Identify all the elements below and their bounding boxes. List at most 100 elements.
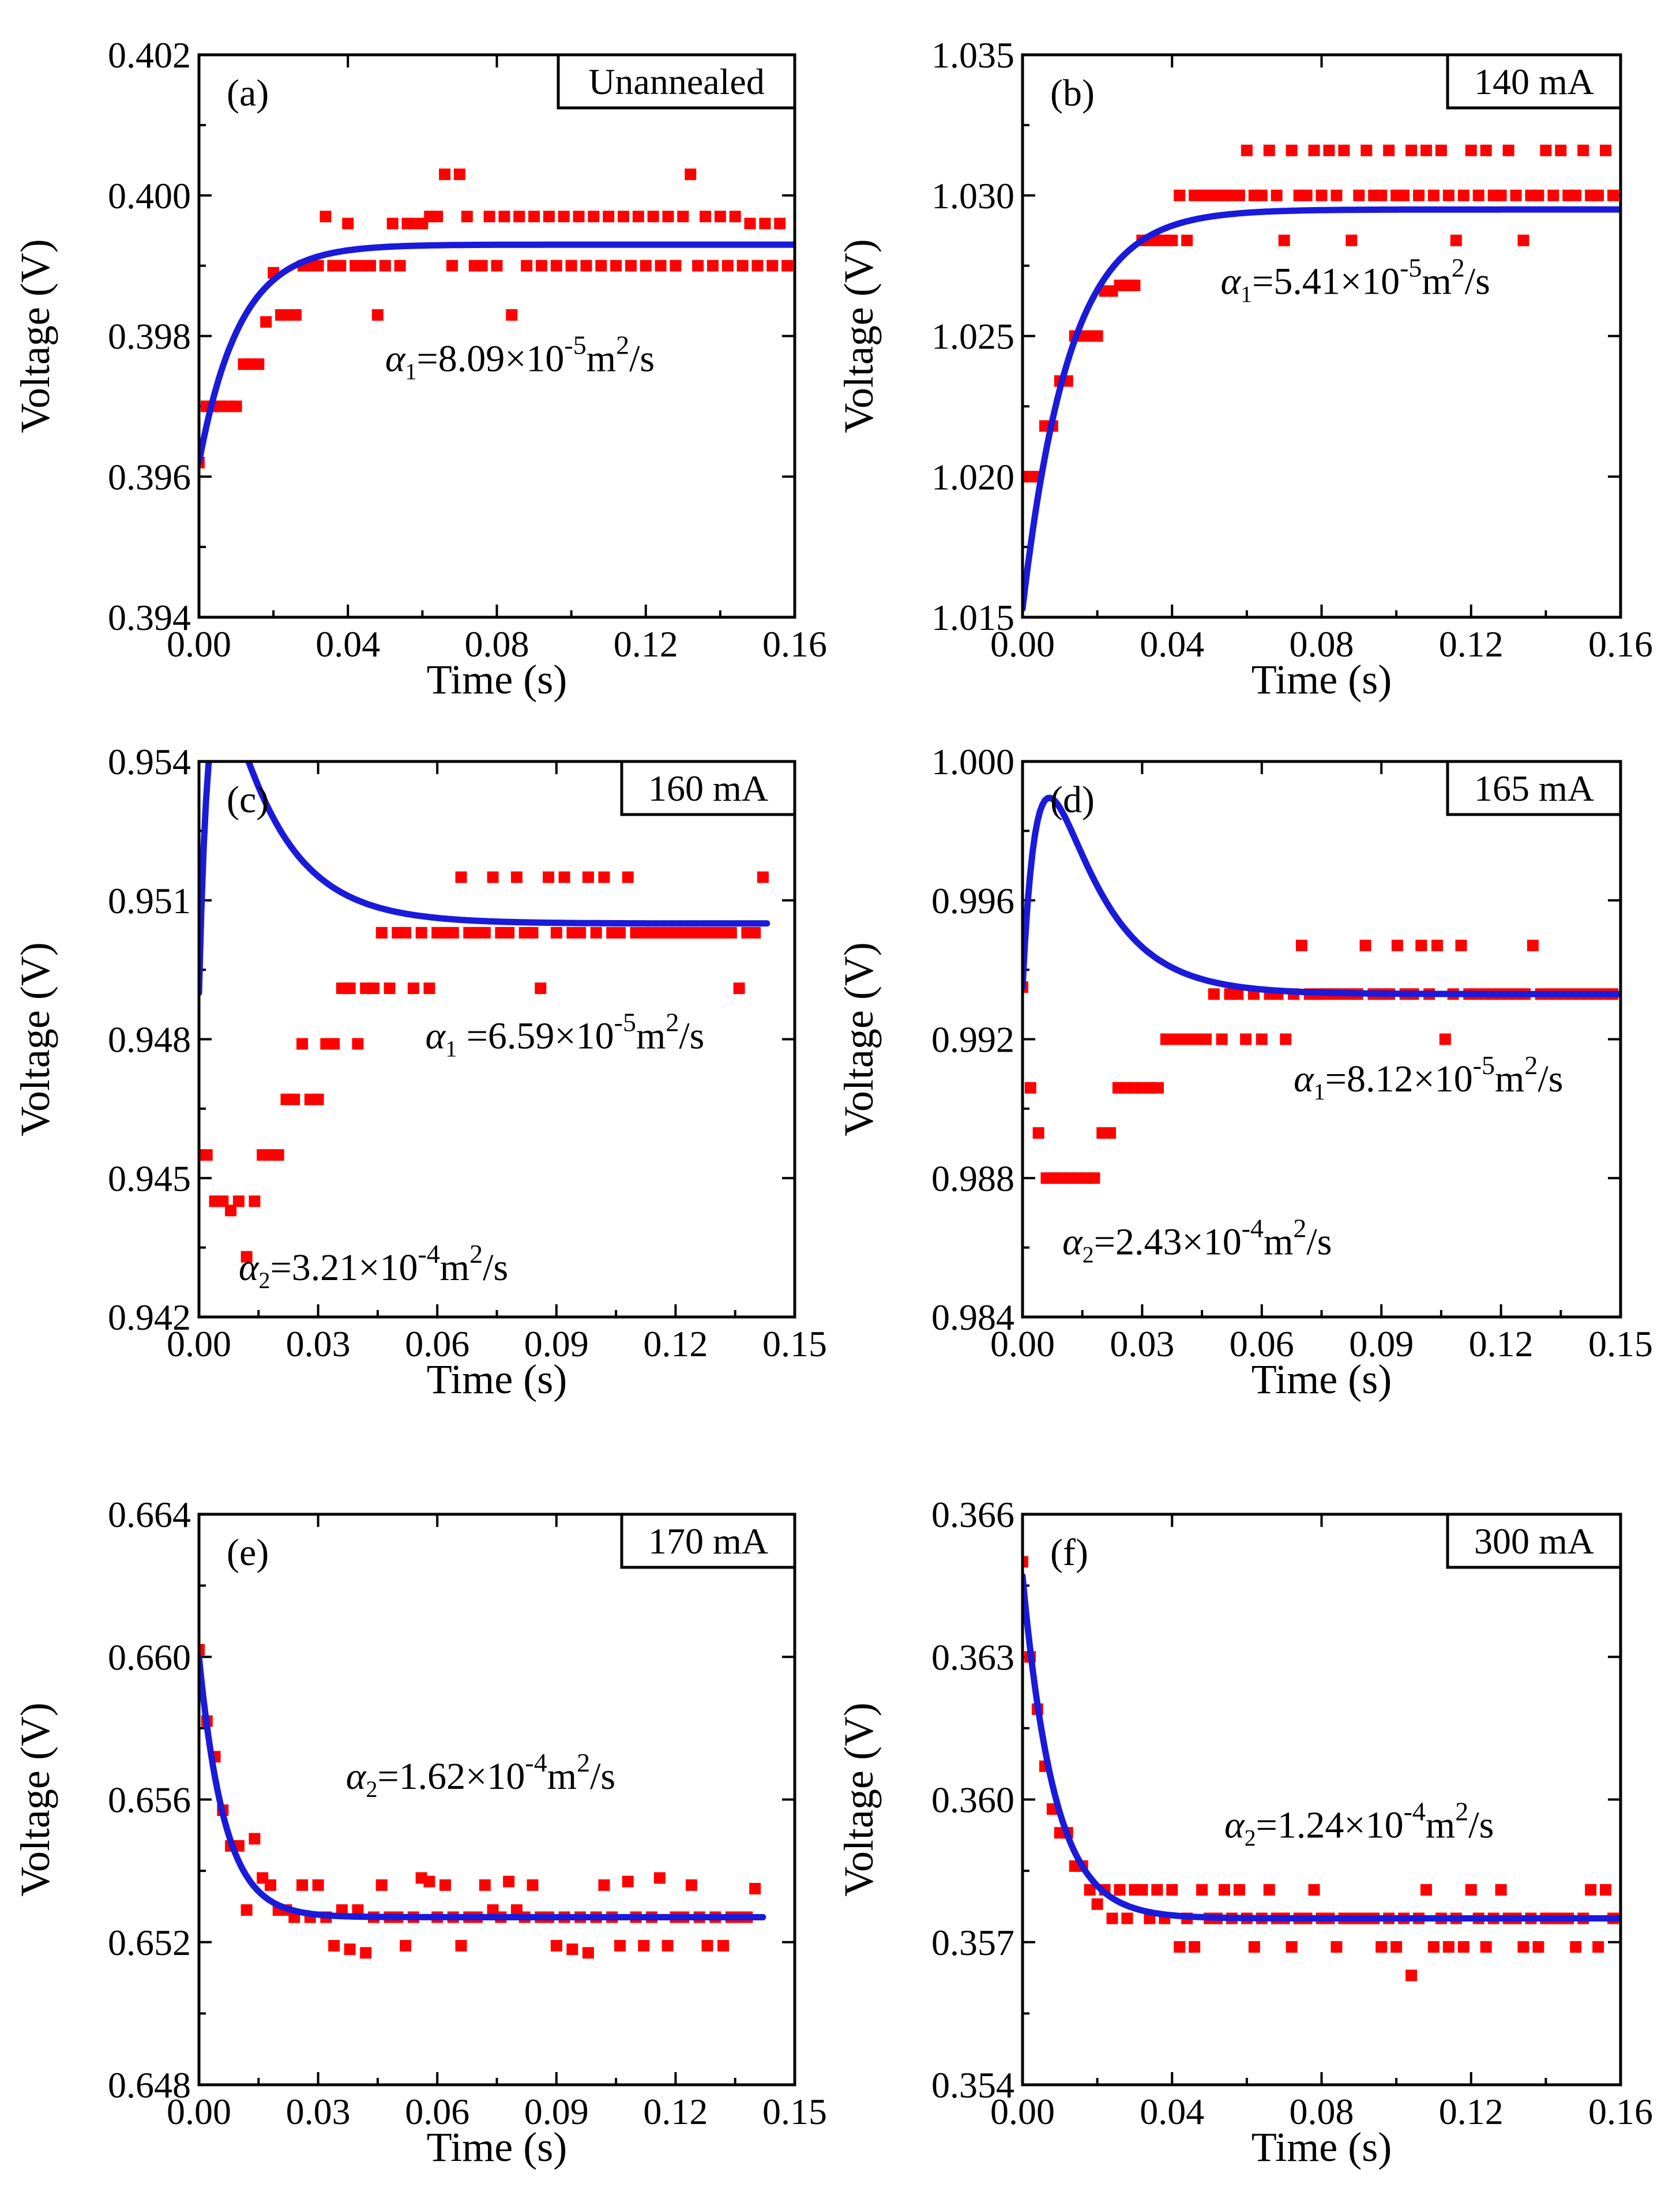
alpha-subscript: 2	[259, 1267, 270, 1293]
alpha-symbol: α	[1062, 1221, 1083, 1263]
annotation-unit-exponent: 2	[1524, 1050, 1538, 1080]
x-tick-label: 0.04	[1140, 2091, 1204, 2132]
data-point	[1405, 144, 1418, 156]
data-point	[400, 926, 412, 939]
data-point	[781, 260, 794, 272]
diffusivity-annotation: α1=8.09×10-5m2/s	[385, 330, 655, 384]
data-point	[498, 211, 510, 223]
data-point	[1174, 189, 1186, 201]
data-point	[1084, 1884, 1096, 1896]
data-point	[736, 260, 749, 272]
data-point	[290, 309, 302, 321]
condition-label: 160 mA	[648, 768, 768, 809]
condition-label-box	[620, 760, 796, 816]
data-point	[1375, 189, 1388, 201]
data-point	[1375, 1941, 1388, 1953]
fit-curve	[1023, 1573, 1621, 1922]
data-point	[1540, 144, 1552, 156]
y-tick-label: 0.398	[108, 316, 191, 357]
data-point	[1495, 189, 1507, 201]
data-point	[1527, 939, 1539, 951]
data-point	[706, 260, 719, 272]
plot-frame	[197, 53, 796, 619]
data-point	[320, 211, 332, 223]
data-point	[217, 1195, 229, 1207]
y-axis-title: Voltage (V)	[836, 239, 882, 433]
y-axis-title: Voltage (V)	[12, 942, 58, 1136]
data-point	[647, 211, 659, 223]
data-point	[721, 260, 734, 272]
data-point	[296, 1879, 309, 1891]
data-point	[1600, 1884, 1612, 1896]
data-point	[701, 1939, 713, 1952]
chart-panel-d: 0.00 0.03 0.06 0.09 0.12 0.15 0.984 0.988 0.992 0…	[836, 741, 1653, 1402]
alpha-symbol: α	[1224, 1804, 1245, 1846]
y-tick-label: 1.000	[931, 741, 1014, 782]
annotation-unit-tail: /s	[1468, 1804, 1494, 1846]
data-point	[543, 871, 555, 883]
data-point	[733, 982, 745, 995]
data-point	[527, 926, 539, 939]
condition-label-box	[1446, 53, 1622, 110]
data-point	[1121, 1912, 1133, 1924]
data-point	[632, 211, 644, 223]
annotation-value: =3.21×10	[270, 1247, 418, 1289]
data-point	[655, 260, 667, 272]
diffusivity-annotation: α1 =6.59×10-5m2/s	[426, 1008, 705, 1062]
x-tick-label: 0.00	[990, 2091, 1055, 2132]
data-point	[360, 1947, 372, 1959]
alpha-symbol: α	[385, 337, 406, 380]
annotation-unit: m	[587, 337, 616, 380]
data-point	[1465, 144, 1477, 156]
plot-frame	[197, 760, 796, 1319]
data-point	[535, 982, 547, 995]
annotation-value: =6.59×10	[457, 1015, 614, 1057]
annotation-unit-exponent: 2	[469, 1239, 483, 1269]
chart-panel-f: 0.00 0.04 0.08 0.12 0.16 0.354 0.357 0.360 0.363…	[836, 1494, 1653, 2170]
x-tick-label: 0.06	[1230, 1323, 1294, 1364]
data-point	[375, 1879, 388, 1891]
y-axis-title: Voltage (V)	[836, 1702, 882, 1897]
data-point	[1431, 939, 1443, 951]
condition-label: 300 mA	[1474, 1521, 1594, 1562]
data-point	[1427, 1941, 1440, 1953]
data-point	[342, 217, 354, 230]
data-point	[759, 217, 771, 230]
chart-panel-b: 0.00 0.04 0.08 0.12 0.16 1.015 1.020 1.025 1.030…	[836, 35, 1653, 703]
data-point	[312, 260, 324, 272]
annotation-exponent: -4	[1404, 1796, 1426, 1826]
data-point	[1088, 1172, 1100, 1184]
x-tick-label: 0.12	[1439, 2091, 1504, 2132]
x-tick-label: 0.12	[1439, 624, 1504, 665]
y-tick-label: 0.363	[931, 1637, 1014, 1678]
condition-label: 140 mA	[1474, 61, 1594, 102]
data-point	[1233, 1884, 1245, 1896]
data-point	[506, 309, 518, 321]
data-point	[574, 926, 587, 939]
data-point	[582, 1947, 594, 1959]
data-point	[580, 260, 592, 272]
data-point	[566, 1943, 578, 1956]
data-point	[1232, 988, 1244, 1000]
data-point	[455, 1939, 467, 1952]
annotation-exponent: -5	[564, 330, 586, 359]
data-point	[1439, 1033, 1451, 1045]
data-point	[558, 871, 570, 883]
data-point	[423, 982, 435, 995]
x-tick-label: 0.00	[167, 2091, 231, 2132]
data-point	[1181, 234, 1193, 246]
data-point	[1331, 1941, 1343, 1953]
data-point	[700, 211, 712, 223]
data-point	[565, 260, 577, 272]
data-point	[439, 168, 451, 181]
diffusivity-annotation: α2=2.43×10-4m2/s	[1062, 1214, 1332, 1268]
data-point	[1256, 189, 1268, 201]
alpha-symbol: α	[346, 1755, 367, 1798]
data-point	[1383, 144, 1395, 156]
condition-label-box	[1446, 760, 1622, 816]
data-point	[260, 316, 272, 328]
panel-label: (e)	[227, 1532, 269, 1574]
x-axis-title: Time (s)	[1251, 656, 1392, 703]
y-tick-label: 0.652	[108, 1922, 191, 1963]
x-axis-title: Time (s)	[427, 2124, 567, 2170]
